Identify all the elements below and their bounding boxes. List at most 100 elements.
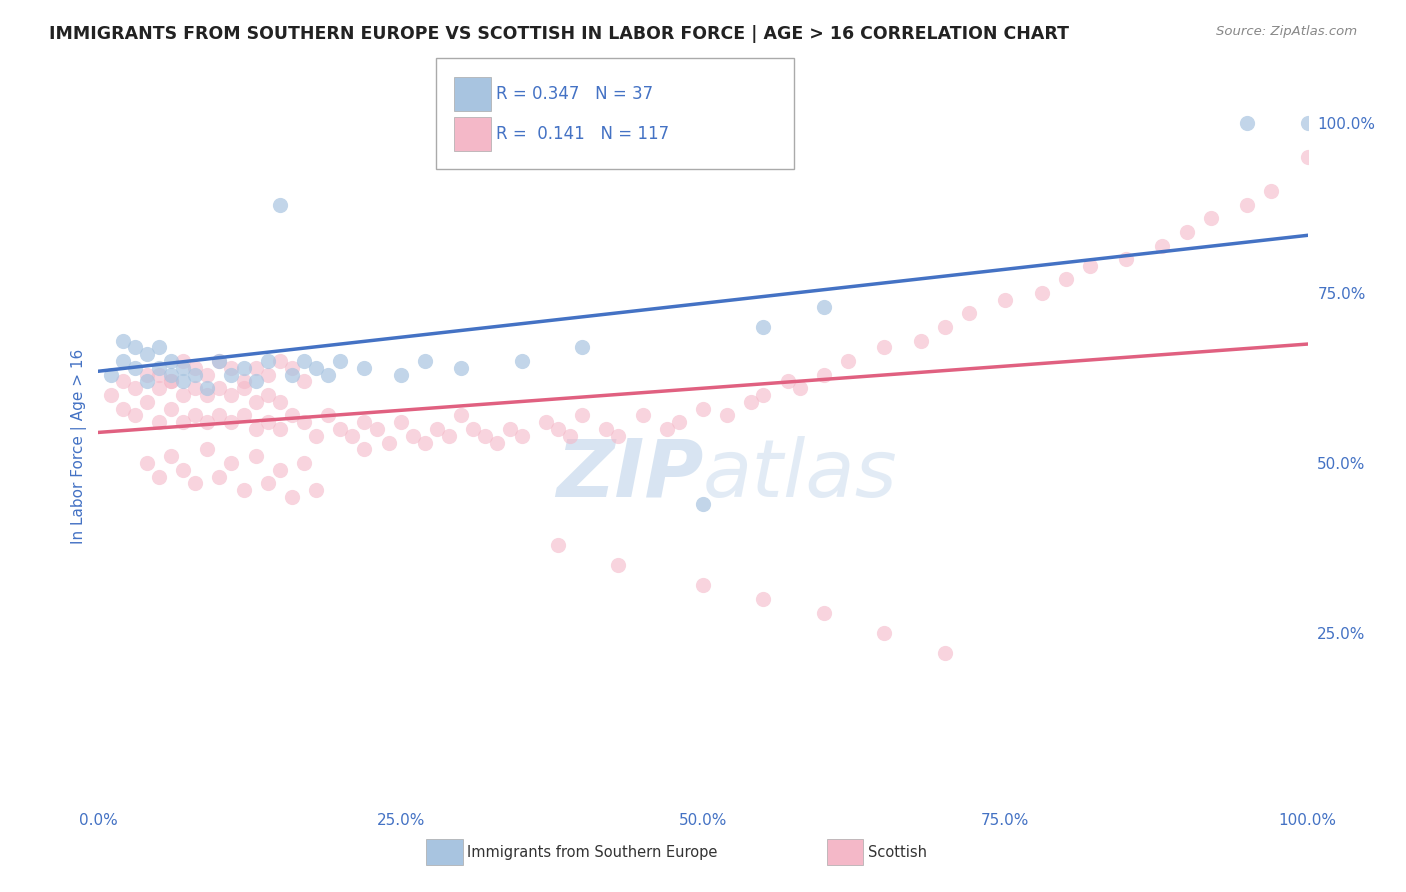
Point [1260,184,1282,198]
Point [184,360,207,375]
Point [1054,272,1077,286]
Point [668,415,690,429]
Point [135,375,157,389]
Point [498,422,520,436]
Point [692,497,714,511]
Point [994,293,1017,307]
Point [232,483,254,498]
Point [789,381,811,395]
Point [148,341,170,355]
Point [281,409,304,423]
Point [269,463,291,477]
Point [1175,225,1198,239]
Point [160,449,183,463]
Point [292,415,315,429]
Point [148,360,170,375]
Point [172,463,194,477]
Point [148,415,170,429]
Point [413,354,436,368]
Point [245,394,267,409]
Point [571,409,593,423]
Point [813,300,835,314]
Point [232,375,254,389]
Point [184,368,207,382]
Point [510,354,533,368]
Point [281,490,304,504]
Point [377,435,399,450]
Point [837,354,859,368]
Point [1236,198,1258,212]
Point [269,422,291,436]
Point [232,381,254,395]
Point [813,368,835,382]
Point [292,375,315,389]
Point [934,646,956,660]
Point [221,368,243,382]
Text: R = 0.347   N = 37: R = 0.347 N = 37 [496,85,654,103]
Point [607,429,630,443]
Point [547,537,569,551]
Point [208,409,231,423]
Point [160,354,183,368]
Point [160,375,183,389]
Point [316,368,339,382]
Point [740,394,762,409]
Point [510,429,533,443]
Point [389,415,412,429]
Point [208,469,231,483]
Point [305,429,328,443]
Point [208,381,231,395]
Point [463,422,485,436]
Point [148,381,170,395]
Point [353,415,375,429]
Point [402,429,425,443]
Point [305,483,328,498]
Point [256,476,278,491]
Point [172,388,194,402]
Point [256,368,278,382]
Point [292,354,315,368]
Text: Source: ZipAtlas.com: Source: ZipAtlas.com [1216,25,1357,38]
Point [437,429,460,443]
Point [221,415,243,429]
Point [1078,259,1101,273]
Point [353,442,375,457]
Point [534,415,557,429]
Text: R =  0.141   N = 117: R = 0.141 N = 117 [496,125,669,143]
Point [873,341,896,355]
Point [413,435,436,450]
Point [160,375,183,389]
Point [752,591,775,606]
Point [208,354,231,368]
Text: Immigrants from Southern Europe: Immigrants from Southern Europe [467,846,717,860]
Point [160,368,183,382]
Point [111,401,134,416]
Y-axis label: In Labor Force | Age > 16: In Labor Force | Age > 16 [72,349,87,543]
Point [1296,116,1319,130]
Point [353,360,375,375]
Point [873,626,896,640]
Point [111,334,134,348]
Point [256,415,278,429]
Point [124,381,146,395]
Point [450,360,472,375]
Point [716,409,738,423]
Point [329,354,352,368]
Point [221,360,243,375]
Point [934,320,956,334]
Point [195,388,218,402]
Point [269,354,291,368]
Point [450,409,472,423]
Point [631,409,654,423]
Point [184,476,207,491]
Point [100,368,122,382]
Point [208,354,231,368]
Point [135,456,157,470]
Point [148,469,170,483]
Point [813,606,835,620]
Point [269,394,291,409]
Point [329,422,352,436]
Point [172,354,194,368]
Point [486,435,509,450]
Point [1115,252,1137,266]
